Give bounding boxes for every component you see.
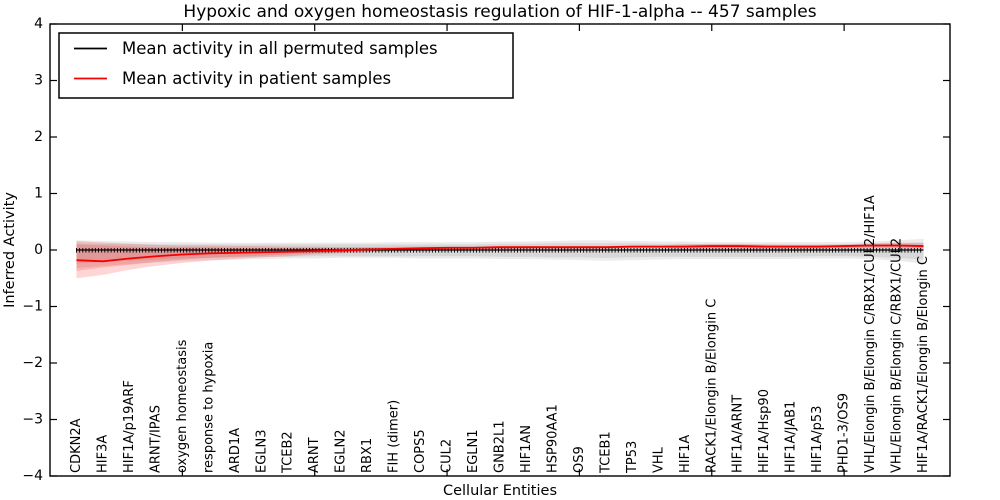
chart-title: Hypoxic and oxygen homeostasis regulatio… <box>183 2 816 22</box>
x-axis-label: Cellular Entities <box>443 483 557 499</box>
x-category-label: CUL2 <box>440 439 455 473</box>
x-category-label: EGLN3 <box>254 429 269 473</box>
x-category-label: CDKN2A <box>69 418 84 473</box>
tick-labels: 4 3 2 1 0 −1 −2 −3 −4 <box>22 16 43 484</box>
x-category-label: RACK1/Elongin B/Elongin C <box>704 299 719 473</box>
x-category-labels: CDKN2A HIF3A HIF1A/p19ARF ARNT/IPAS oxygen h… <box>69 195 931 474</box>
x-category-label: FIH (dimer) <box>387 400 402 473</box>
x-category-label: HIF1A/ARNT <box>731 395 746 473</box>
x-category-label: ARNT <box>307 437 322 473</box>
y-tick-label: 0 <box>34 242 43 258</box>
x-category-label: GNB2L1 <box>493 420 508 473</box>
x-category-label: PHD1-3/OS9 <box>837 393 852 473</box>
x-category-label: EGLN1 <box>466 429 481 473</box>
x-category-label: HIF1A/p53 <box>810 406 825 473</box>
x-category-label: TCEB1 <box>598 431 613 474</box>
mean-lines <box>76 244 924 263</box>
x-category-label: HIF1A/RACK1/Elongin B/Elongin C <box>916 256 931 473</box>
x-category-label: HIF1A <box>678 435 693 473</box>
x-category-label: HIF1A/JAB1 <box>784 401 799 473</box>
x-category-label: VHL <box>651 446 666 473</box>
y-tick-label: 3 <box>34 73 43 89</box>
y-tick-label: 4 <box>34 16 43 32</box>
x-category-label: RBX1 <box>360 438 375 473</box>
legend: Mean activity in all permuted samples Mea… <box>58 32 514 99</box>
legend-label: Mean activity in patient samples <box>122 69 391 88</box>
x-category-label: VHL/Elongin B/Elongin C/RBX1/CUL2 <box>890 238 905 473</box>
y-tick-label: 1 <box>34 186 43 202</box>
x-category-label: HSP90AA1 <box>545 404 560 473</box>
x-category-label: HIF1A/p19ARF <box>122 380 137 473</box>
legend-label: Mean activity in all permuted samples <box>122 39 438 58</box>
x-category-label: EGLN2 <box>334 429 349 473</box>
x-category-label: response to hypoxia <box>201 342 216 473</box>
x-category-label: oxygen homeostasis <box>175 339 190 473</box>
y-tick-label: 2 <box>34 129 43 145</box>
y-tick-label: −2 <box>22 355 43 371</box>
y-axis-label: Inferred Activity <box>2 192 18 308</box>
legend-box <box>58 32 514 99</box>
y-tick-label: −4 <box>22 468 43 484</box>
x-category-label: TP53 <box>625 441 640 474</box>
x-category-label: ARNT/IPAS <box>148 405 163 473</box>
x-category-label: HIF1A/Hsp90 <box>757 389 772 473</box>
permuted-ci-inner-band <box>76 242 924 264</box>
axes <box>49 23 951 477</box>
y-tick-label: −1 <box>22 299 43 315</box>
x-category-label: OS9 <box>572 446 587 473</box>
x-category-label: HIF1AN <box>519 425 534 473</box>
x-category-label: HIF3A <box>95 435 110 473</box>
x-category-label: TCEB2 <box>281 431 296 474</box>
y-tick-label: −3 <box>22 412 43 428</box>
confidence-bands <box>76 238 924 279</box>
x-category-label: ARD1A <box>228 428 243 473</box>
patient-mean-line <box>76 244 924 263</box>
x-category-label: COPS5 <box>413 429 428 473</box>
x-category-label: VHL/Elongin B/Elongin C/RBX1/CUL2/HIF1A <box>863 195 878 473</box>
